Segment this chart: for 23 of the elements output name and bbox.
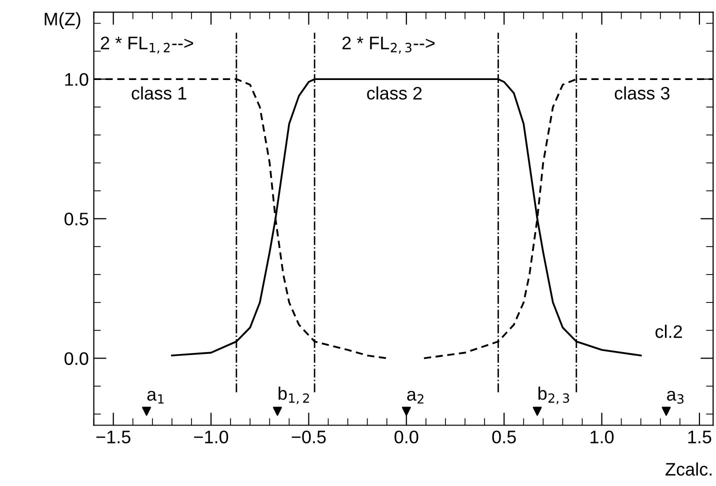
annotation: class 1	[132, 86, 186, 100]
y-tick-label: 0.5	[64, 212, 88, 226]
x-tick-label: 0.0	[394, 430, 418, 444]
annotation: a$_{3}$	[667, 390, 684, 404]
y-tick-label: 1.0	[65, 73, 88, 86]
x-tick-label: 1.5	[688, 430, 712, 444]
x-tick-label: −1.5	[96, 430, 130, 444]
annotation: 2 * FL$_{1,2}$-->	[100, 36, 194, 54]
annotation: b$_{1,2}$	[278, 386, 309, 404]
annotation: cl.2	[656, 324, 682, 338]
x-tick-label: 0.5	[492, 430, 516, 444]
x-tick-label: 1.0	[590, 430, 614, 444]
annotation: a$_{2}$	[407, 390, 424, 404]
x-tick-label: −0.5	[292, 430, 326, 444]
y-axis-title: M(Z)	[44, 12, 80, 29]
annotation: 2 * FL$_{2,3}$-->	[342, 36, 435, 54]
y-tick-label: 0.0	[64, 352, 88, 365]
annotation: class 3	[614, 86, 670, 100]
annotation: a$_{1}$	[147, 390, 164, 404]
annotation: class 2	[367, 86, 422, 100]
x-tick-label: −1.0	[194, 430, 228, 444]
x-axis-title: Zcalc.	[666, 462, 712, 476]
annotation: b$_{2,3}$	[538, 386, 570, 404]
